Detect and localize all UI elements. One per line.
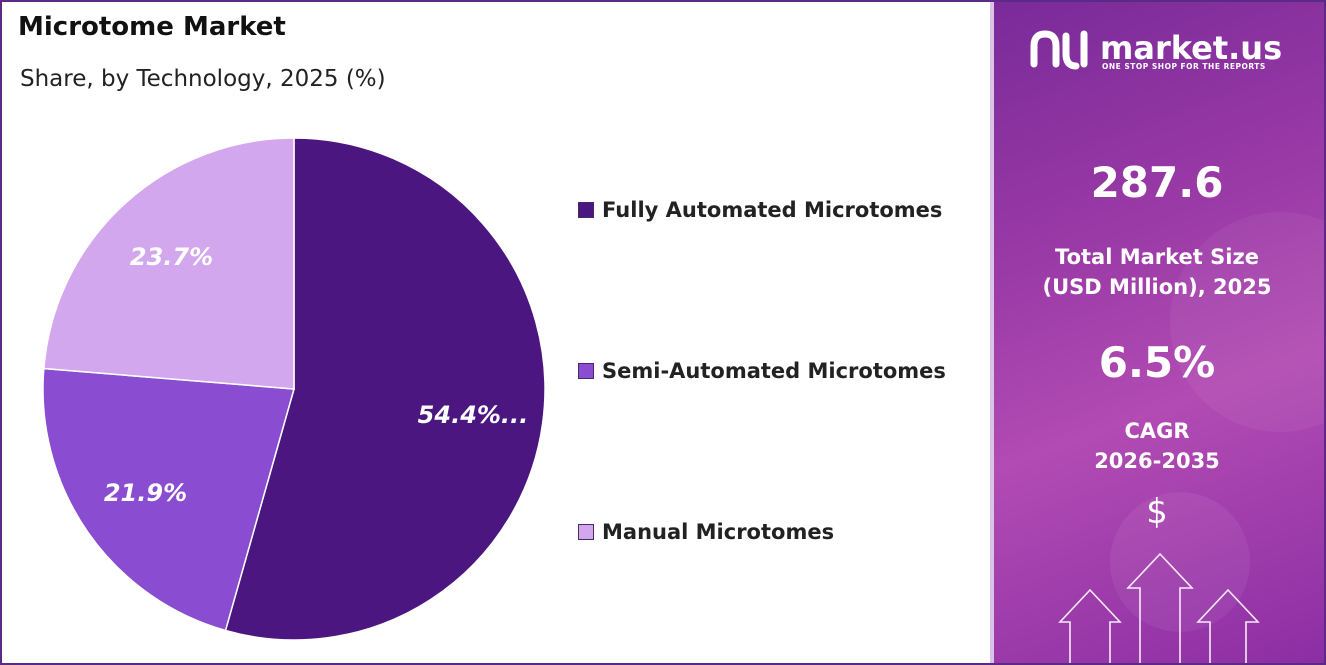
legend-label-1: Semi-Automated Microtomes — [602, 359, 946, 383]
pie-slice-2 — [43, 137, 295, 390]
brand-logo: market.us — [1028, 24, 1282, 72]
growth-arrows-icon — [1058, 552, 1260, 663]
legend-swatch-1 — [578, 363, 594, 379]
legend-item-1: Semi-Automated Microtomes — [578, 359, 946, 383]
legend-item-0: Fully Automated Microtomes — [578, 198, 942, 222]
summary-panel: market.us ONE STOP SHOP FOR THE REPORTS … — [990, 2, 1324, 663]
legend-label-0: Fully Automated Microtomes — [602, 198, 943, 222]
chart-subtitle: Share, by Technology, 2025 (%) — [20, 66, 386, 92]
legend-swatch-2 — [578, 524, 594, 540]
legend-label-2: Manual Microtomes — [602, 520, 835, 544]
pie-slice-label-0: 54.4%... — [418, 401, 529, 429]
pie-slice-label-2: 23.7% — [130, 243, 213, 271]
pie-slice-1 — [42, 367, 295, 632]
cagr-value: 6.5% — [1098, 338, 1216, 387]
market-size-label-line1: Total Market Size — [1055, 245, 1259, 269]
market-size-value: 287.6 — [1090, 158, 1224, 207]
cagr-period: 2026-2035 — [1094, 449, 1220, 473]
panel-divider — [990, 2, 994, 663]
brand-tagline: ONE STOP SHOP FOR THE REPORTS — [1102, 62, 1266, 71]
dollar-icon: $ — [1146, 492, 1168, 532]
chart-title: Microtome Market — [18, 12, 286, 42]
brand-name: market.us — [1100, 29, 1283, 67]
pie-slice-0 — [224, 137, 546, 641]
cagr-label: CAGR — [1124, 419, 1190, 443]
legend-item-2: Manual Microtomes — [578, 520, 834, 544]
market-us-logo-icon — [1030, 30, 1088, 70]
legend-swatch-0 — [578, 202, 594, 218]
chart-panel: Microtome Market Share, by Technology, 2… — [2, 2, 990, 663]
pie-chart: 54.4%... 21.9% 23.7% — [42, 137, 546, 641]
pie-slice-label-1: 21.9% — [104, 479, 187, 507]
market-size-label-line2: (USD Million), 2025 — [1042, 275, 1272, 299]
chart-legend: Fully Automated Microtomes Semi-Automated… — [578, 2, 978, 663]
background-decoration — [1058, 212, 1324, 663]
